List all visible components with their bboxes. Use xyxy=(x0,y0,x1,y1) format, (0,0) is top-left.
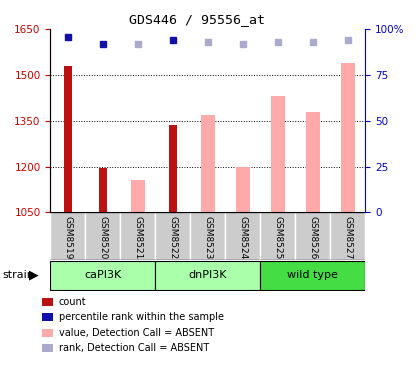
Text: ▶: ▶ xyxy=(29,269,38,282)
Bar xyxy=(260,212,295,260)
Text: strain: strain xyxy=(2,270,34,280)
Text: count: count xyxy=(59,297,87,307)
Text: GSM8527: GSM8527 xyxy=(344,216,352,259)
Bar xyxy=(169,125,177,212)
Text: rank, Detection Call = ABSENT: rank, Detection Call = ABSENT xyxy=(59,343,209,353)
Bar xyxy=(236,167,250,212)
Bar xyxy=(201,115,215,212)
Text: GSM8526: GSM8526 xyxy=(308,216,318,259)
Text: caPI3K: caPI3K xyxy=(84,270,121,280)
Text: GSM8522: GSM8522 xyxy=(168,216,177,259)
Bar xyxy=(260,261,365,290)
Bar xyxy=(271,96,285,212)
Bar xyxy=(50,261,155,290)
Bar xyxy=(155,261,260,290)
Text: GSM8519: GSM8519 xyxy=(63,216,72,259)
Bar xyxy=(295,212,331,260)
Bar xyxy=(306,112,320,212)
Bar xyxy=(155,212,190,260)
Bar xyxy=(121,212,155,260)
Bar xyxy=(85,212,121,260)
Bar xyxy=(341,63,355,212)
Text: value, Detection Call = ABSENT: value, Detection Call = ABSENT xyxy=(59,328,214,338)
Text: dnPI3K: dnPI3K xyxy=(189,270,227,280)
Bar xyxy=(50,212,85,260)
Text: GSM8521: GSM8521 xyxy=(134,216,142,259)
Text: GSM8520: GSM8520 xyxy=(98,216,108,259)
Bar xyxy=(99,168,107,212)
Text: GDS446 / 95556_at: GDS446 / 95556_at xyxy=(129,13,265,26)
Bar xyxy=(331,212,365,260)
Text: GSM8525: GSM8525 xyxy=(273,216,282,259)
Bar xyxy=(226,212,260,260)
Text: percentile rank within the sample: percentile rank within the sample xyxy=(59,312,224,322)
Text: wild type: wild type xyxy=(287,270,339,280)
Bar xyxy=(190,212,226,260)
Text: GSM8524: GSM8524 xyxy=(239,216,247,259)
Bar xyxy=(64,66,72,212)
Bar xyxy=(131,180,145,212)
Text: GSM8523: GSM8523 xyxy=(203,216,213,259)
